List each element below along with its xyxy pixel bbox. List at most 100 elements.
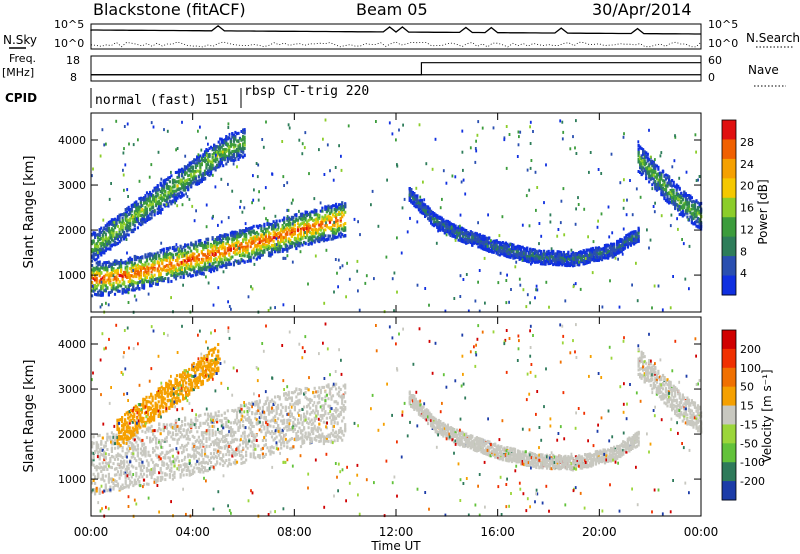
power-cell: [439, 217, 442, 220]
power-cell: [127, 218, 130, 222]
power-cell: [126, 267, 129, 271]
power-cell: [515, 254, 518, 258]
nsky-tick-top: 10^5: [54, 18, 84, 31]
power-cell: [529, 258, 532, 262]
power-cell: [541, 262, 544, 266]
power-cell: [97, 271, 100, 275]
power-cell: [228, 157, 231, 161]
power-cell: [339, 203, 342, 207]
freq-panel: [90, 55, 702, 82]
power-cell: [106, 222, 109, 226]
power-cell: [120, 262, 123, 266]
power-cell: [446, 223, 449, 227]
power-cell: [310, 228, 313, 232]
power-cell: [98, 272, 101, 276]
power-cell: [526, 259, 529, 263]
power-cell: [536, 257, 539, 261]
power-cell: [283, 229, 286, 233]
power-cell: [238, 243, 242, 247]
power-cell: [121, 274, 124, 278]
power-cell: [274, 236, 277, 239]
power-cell: [597, 255, 600, 259]
power-cell: [152, 261, 155, 265]
power-cell: [573, 253, 576, 256]
power-cell: [518, 255, 521, 258]
power-cell: [238, 261, 242, 265]
power-cell: [315, 237, 318, 241]
power-cell: [237, 145, 240, 149]
power-cell: [232, 139, 235, 143]
power-cell: [136, 284, 139, 288]
power-cell: [269, 236, 272, 240]
power-cell: [446, 225, 449, 229]
power-cell: [95, 278, 98, 282]
power-cell: [101, 292, 104, 296]
power-cell: [220, 244, 223, 248]
power-cell: [223, 138, 226, 142]
power-cell: [235, 231, 239, 235]
power-cell: [293, 213, 296, 217]
power-cell: [321, 237, 324, 241]
power-cell: [181, 255, 184, 259]
power-cell: [182, 176, 185, 180]
power-cell: [194, 177, 197, 181]
power-cell: [603, 246, 607, 250]
power-cell: [416, 195, 419, 199]
power-cell: [223, 254, 226, 258]
power-cell: [101, 243, 104, 247]
power-cell: [555, 254, 558, 258]
power-cell: [145, 276, 149, 279]
power-cell: [162, 203, 165, 207]
power-cell: [126, 218, 129, 222]
power-cell: [422, 202, 425, 206]
power-cell: [115, 288, 118, 292]
power-cell: [187, 250, 190, 254]
power-cell: [252, 239, 255, 243]
power-cell: [485, 248, 488, 252]
power-cell: [267, 244, 271, 248]
power-cell: [281, 218, 284, 222]
power-cell: [264, 227, 267, 231]
power-cell: [251, 241, 254, 244]
power-cell: [258, 256, 261, 260]
power-cell: [164, 204, 167, 208]
power-cell: [524, 259, 527, 263]
power-cell: [552, 263, 555, 267]
power-cell: [209, 264, 213, 268]
power-cell: [156, 260, 159, 264]
power-cell: [142, 220, 146, 224]
power-cell: [344, 205, 347, 209]
power-cell: [600, 255, 604, 259]
power-cell: [223, 247, 226, 251]
power-cell: [497, 240, 500, 244]
power-cell: [142, 286, 146, 290]
power-cell: [517, 253, 520, 257]
power-cell: [176, 184, 179, 188]
power-cell: [223, 264, 226, 268]
power-cell: [219, 240, 222, 244]
power-cell: [135, 264, 138, 268]
power-cell: [530, 257, 533, 261]
power-cell: [182, 276, 185, 279]
power-cell: [494, 247, 497, 251]
power-cell: [249, 233, 252, 237]
power-cell: [286, 226, 289, 230]
power-cell: [97, 267, 100, 271]
power-cell: [255, 224, 258, 228]
power-cell: [565, 262, 568, 266]
power-cell: [547, 258, 550, 261]
power-cell: [324, 214, 327, 217]
power-cell: [171, 253, 174, 257]
power-cell: [286, 216, 289, 220]
power-cell: [217, 250, 220, 254]
power-cell: [190, 165, 193, 169]
power-cell: [284, 232, 287, 236]
power-cell: [150, 284, 153, 288]
power-cell: [257, 242, 260, 246]
power-cell: [267, 251, 271, 255]
power-cell: [115, 259, 118, 263]
power-cell: [120, 274, 123, 278]
power-cell: [298, 244, 301, 248]
power-cell: [133, 255, 136, 259]
power-cell: [206, 172, 210, 175]
